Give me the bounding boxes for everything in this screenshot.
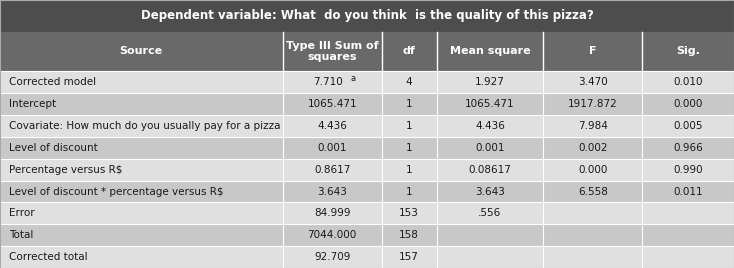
Text: 0.001: 0.001: [317, 143, 347, 153]
Text: 1: 1: [406, 121, 413, 131]
Text: 3.643: 3.643: [475, 187, 505, 196]
Bar: [0, 71, 734, 93]
Text: 0.000: 0.000: [578, 165, 608, 175]
Text: Intercept: Intercept: [9, 99, 56, 109]
Bar: [0, 93, 734, 115]
Text: Corrected model: Corrected model: [9, 77, 96, 87]
Text: 0.010: 0.010: [673, 77, 703, 87]
Text: Covariate: How much do you usually pay for a pizza: Covariate: How much do you usually pay f…: [9, 121, 280, 131]
Bar: [0, 246, 734, 268]
Text: Source: Source: [120, 46, 163, 57]
Text: 0.000: 0.000: [673, 99, 703, 109]
Text: 7044.000: 7044.000: [308, 230, 357, 240]
Text: 7.710: 7.710: [313, 77, 344, 87]
Text: Total: Total: [9, 230, 33, 240]
Text: Type III Sum of
squares: Type III Sum of squares: [286, 41, 379, 62]
Text: 6.558: 6.558: [578, 187, 608, 196]
Text: 157: 157: [399, 252, 419, 262]
Text: .556: .556: [479, 208, 501, 218]
Text: 1.927: 1.927: [475, 77, 505, 87]
Text: 0.08617: 0.08617: [468, 165, 512, 175]
Bar: [0, 202, 734, 224]
Text: Corrected total: Corrected total: [9, 252, 87, 262]
Text: Mean square: Mean square: [450, 46, 530, 57]
Text: 1: 1: [406, 99, 413, 109]
Text: 1065.471: 1065.471: [308, 99, 357, 109]
Text: 0.990: 0.990: [673, 165, 703, 175]
Text: 158: 158: [399, 230, 419, 240]
Text: Level of discount: Level of discount: [9, 143, 98, 153]
Text: Sig.: Sig.: [676, 46, 700, 57]
Text: 84.999: 84.999: [314, 208, 350, 218]
Text: 0.002: 0.002: [578, 143, 608, 153]
Text: 4: 4: [406, 77, 413, 87]
Bar: [0, 0, 734, 32]
Text: Dependent variable: What  do you think  is the quality of this pizza?: Dependent variable: What do you think is…: [141, 9, 593, 22]
Text: 0.011: 0.011: [673, 187, 703, 196]
Bar: [0, 224, 734, 246]
Text: 0.005: 0.005: [673, 121, 703, 131]
Bar: [0, 137, 734, 159]
Text: 1065.471: 1065.471: [465, 99, 515, 109]
Text: F: F: [589, 46, 597, 57]
Text: 1: 1: [406, 143, 413, 153]
Text: 7.984: 7.984: [578, 121, 608, 131]
Text: 1: 1: [406, 165, 413, 175]
Text: Error: Error: [9, 208, 34, 218]
Text: 4.436: 4.436: [475, 121, 505, 131]
Bar: [0, 159, 734, 181]
Text: 0.966: 0.966: [673, 143, 703, 153]
Text: Level of discount * percentage versus R$: Level of discount * percentage versus R$: [9, 187, 223, 196]
Bar: [0, 181, 734, 202]
Text: 1917.872: 1917.872: [568, 99, 617, 109]
Bar: [0, 115, 734, 137]
Text: 0.8617: 0.8617: [314, 165, 350, 175]
Text: a: a: [350, 74, 355, 83]
Text: 0.001: 0.001: [475, 143, 505, 153]
Text: 3.470: 3.470: [578, 77, 608, 87]
Text: 4.436: 4.436: [317, 121, 347, 131]
Text: 1: 1: [406, 187, 413, 196]
Bar: [0, 32, 734, 71]
Text: df: df: [403, 46, 415, 57]
Text: 3.643: 3.643: [317, 187, 347, 196]
Text: 92.709: 92.709: [314, 252, 350, 262]
Text: 153: 153: [399, 208, 419, 218]
Text: Percentage versus R$: Percentage versus R$: [9, 165, 122, 175]
